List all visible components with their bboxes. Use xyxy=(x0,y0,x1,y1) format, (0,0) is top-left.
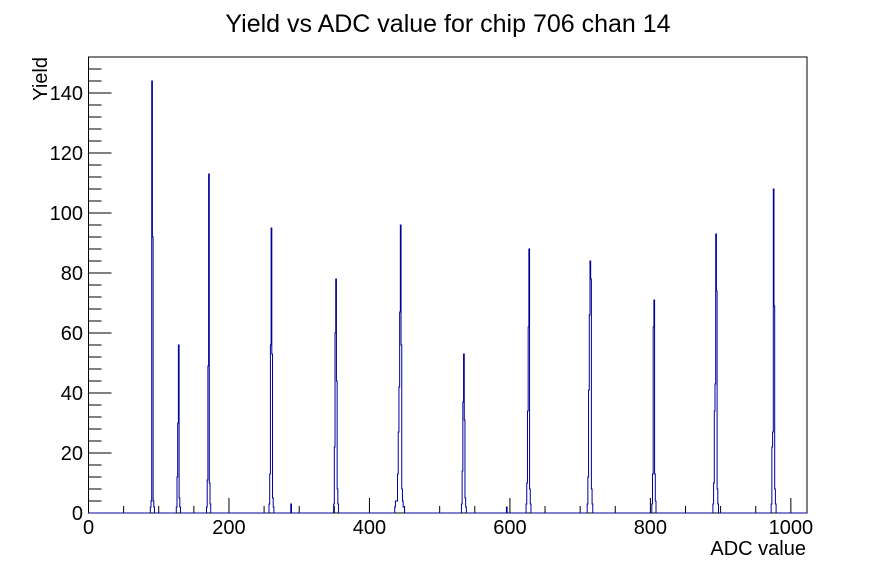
x-tick-label: 600 xyxy=(493,517,526,539)
plot-frame xyxy=(88,56,808,514)
histogram-line xyxy=(88,80,807,514)
y-axis-title: Yield xyxy=(30,57,52,101)
y-tick-label: 80 xyxy=(61,263,83,285)
x-tick-label: 200 xyxy=(212,517,245,539)
x-axis-title: ADC value xyxy=(710,538,806,560)
axis-tick-labels: 0 200 400 600 800 1000 0 20 40 60 80 100 120 140 xyxy=(50,83,813,539)
axis-ticks xyxy=(88,68,792,514)
y-tick-label: 0 xyxy=(72,503,83,525)
y-tick-label: 40 xyxy=(61,383,83,405)
x-tick-label: 1000 xyxy=(769,517,814,539)
y-tick-label: 120 xyxy=(50,143,83,165)
y-tick-label: 140 xyxy=(50,83,83,105)
y-tick-label: 20 xyxy=(61,443,83,465)
y-tick-label: 100 xyxy=(50,203,83,225)
x-tick-label: 800 xyxy=(634,517,667,539)
chart-title: Yield vs ADC value for chip 706 chan 14 xyxy=(225,10,670,38)
y-tick-label: 60 xyxy=(61,323,83,345)
x-tick-label: 0 xyxy=(83,517,94,539)
x-tick-label: 400 xyxy=(353,517,386,539)
